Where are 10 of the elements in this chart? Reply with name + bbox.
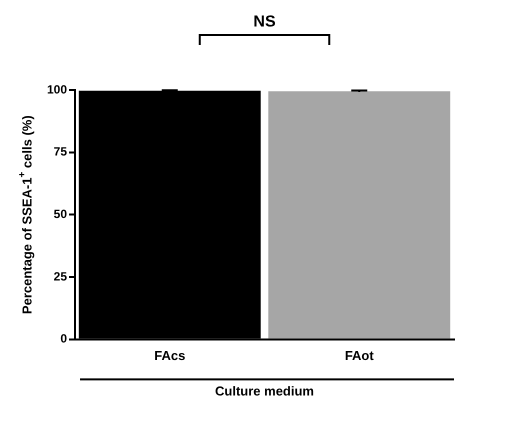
y-tick-label: 0 [60, 332, 68, 346]
y-tick-label: 75 [54, 144, 68, 159]
y-tick-label: 25 [54, 269, 68, 284]
y-tick-label: 100 [46, 82, 68, 96]
text: NS [253, 13, 276, 30]
x-tick-label: FAot [344, 348, 374, 363]
x-tick-label: FAcs [154, 348, 186, 363]
y-tick-label: 50 [54, 207, 68, 222]
x-axis-title: Culture medium [215, 383, 314, 398]
y-axis-title: Percentage of SSEA-1+ cells (%) [16, 115, 35, 314]
